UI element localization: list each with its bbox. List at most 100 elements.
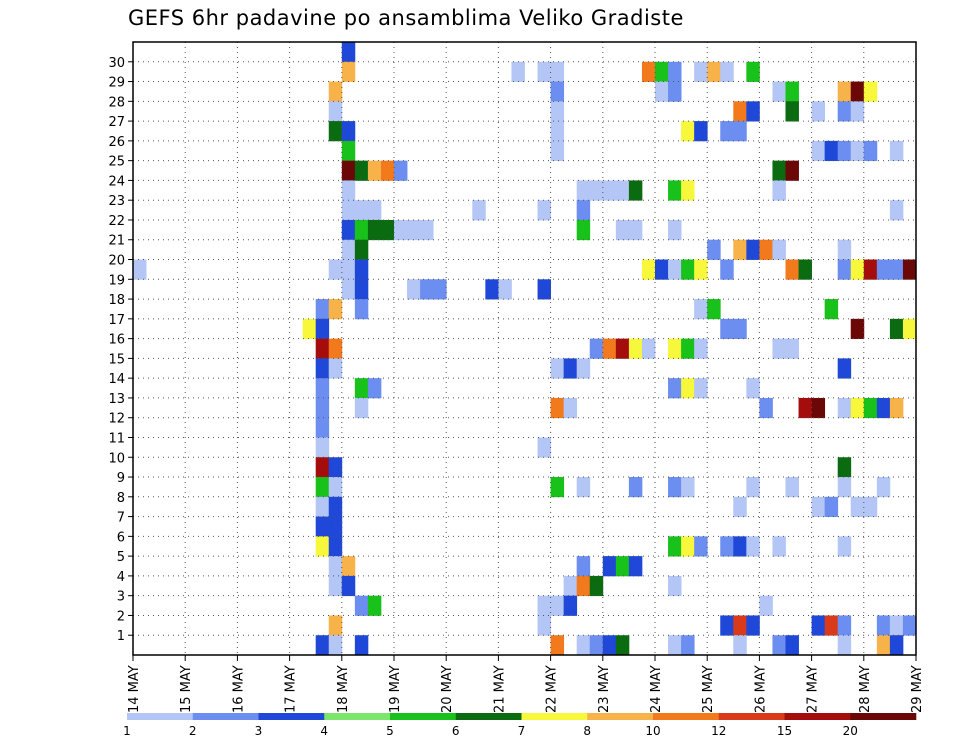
heatmap-cell [772, 536, 786, 557]
heatmap-cell [889, 200, 904, 221]
heatmap-cell [302, 318, 317, 340]
heatmap-cell [746, 536, 760, 557]
heatmap-cell [876, 477, 891, 498]
legend-swatch [192, 713, 259, 720]
heatmap-cell [420, 279, 434, 300]
heatmap-cell [328, 516, 343, 537]
heatmap-cell [811, 101, 826, 122]
heatmap-cell [889, 615, 904, 636]
y-tick-label: 20 [108, 254, 125, 269]
y-tick-label: 18 [108, 293, 125, 308]
x-tick-label: 28 MAY [858, 665, 873, 713]
y-tick-label: 5 [117, 550, 125, 565]
heatmap-cell [328, 121, 343, 142]
heatmap-cell [772, 338, 786, 359]
heatmap-cell [328, 536, 343, 557]
heatmap-cell [354, 219, 369, 241]
heatmap-cell [315, 378, 330, 399]
heatmap-cell [746, 477, 760, 498]
x-tick-label: 26 MAY [753, 665, 768, 713]
heatmap-cell [341, 61, 356, 82]
heatmap-cell [785, 101, 799, 122]
heatmap-cell [367, 378, 382, 399]
heatmap-cell [315, 457, 330, 478]
heatmap-cell [354, 397, 369, 419]
heatmap-cell [315, 536, 330, 557]
legend-swatch [718, 713, 785, 720]
heatmap-cell [876, 615, 891, 636]
heatmap-cell [394, 219, 408, 241]
heatmap-cell [602, 556, 617, 577]
legend-swatch [587, 713, 654, 720]
heatmap-cell [824, 140, 839, 162]
heatmap-cell [733, 239, 747, 260]
heatmap-cell [668, 477, 682, 498]
heatmap-cell [681, 536, 695, 557]
heatmap-cell [394, 160, 408, 181]
heatmap-cell [785, 635, 799, 656]
heatmap-cell [694, 378, 708, 399]
heatmap-cell [759, 397, 773, 419]
heatmap-cell [681, 378, 695, 399]
y-tick-label: 8 [117, 491, 125, 506]
heatmap-cell [315, 516, 330, 537]
heatmap-cell [341, 259, 356, 280]
heatmap-cell [694, 61, 708, 82]
y-tick-label: 29 [108, 76, 125, 91]
heatmap-cell [498, 279, 512, 300]
heatmap-cell [615, 338, 630, 359]
heatmap-cell [759, 239, 773, 260]
heatmap-cell [733, 101, 747, 122]
y-tick-label: 30 [108, 56, 125, 71]
dotted-grid [133, 42, 916, 655]
legend-swatch [258, 713, 325, 720]
y-tick-label: 13 [108, 392, 125, 407]
y-tick-label: 2 [117, 609, 125, 624]
heatmap-cell [668, 378, 682, 399]
heatmap-cell [681, 180, 695, 201]
heatmap-cell [328, 457, 343, 478]
y-tick-label: 6 [117, 530, 125, 545]
heatmap-cell [367, 160, 382, 181]
y-tick-label: 19 [108, 273, 125, 288]
heatmap-cell [811, 397, 826, 419]
heatmap-cell [655, 259, 669, 280]
y-axis-members: 1234567891011121314151617181920212223242… [108, 56, 133, 644]
heatmap-cell [746, 239, 760, 260]
heatmap-cell [850, 318, 865, 340]
heatmap-cell [902, 318, 917, 340]
heatmap-cell [576, 635, 591, 656]
heatmap-cell [550, 358, 565, 379]
x-tick-label: 24 MAY [649, 665, 664, 713]
heatmap-cell [341, 121, 356, 142]
heatmap-cell [655, 81, 669, 102]
heatmap-cell [328, 299, 343, 320]
heatmap-cell [668, 338, 682, 359]
heatmap-cell [628, 556, 643, 577]
heatmap-cell [315, 397, 330, 419]
heatmap-cell [550, 477, 565, 498]
heatmap-cell [746, 615, 760, 636]
heatmap-cell [668, 61, 682, 82]
heatmap-cell [576, 575, 591, 597]
heatmap-cell [615, 180, 630, 201]
heatmap-cell [420, 219, 434, 241]
heatmap-cell [550, 61, 565, 82]
heatmap-cell [746, 101, 760, 122]
heatmap-cell [341, 279, 356, 300]
heatmap-cell [367, 219, 382, 241]
heatmap-cell [341, 239, 356, 260]
heatmap-cell [720, 615, 734, 636]
heatmap-cell [850, 259, 865, 280]
heatmap-cell [328, 101, 343, 122]
legend-label: 10 [645, 724, 660, 738]
heatmap-cell [733, 318, 747, 340]
heatmap-cell [824, 299, 839, 320]
heatmap-cell [328, 477, 343, 498]
heatmap-cell [837, 358, 852, 379]
heatmap-cell [785, 81, 799, 102]
x-tick-label: 23 MAY [597, 665, 612, 713]
heatmap-cell [837, 81, 852, 102]
legend-swatch [324, 713, 391, 720]
heatmap-cell [563, 575, 578, 597]
